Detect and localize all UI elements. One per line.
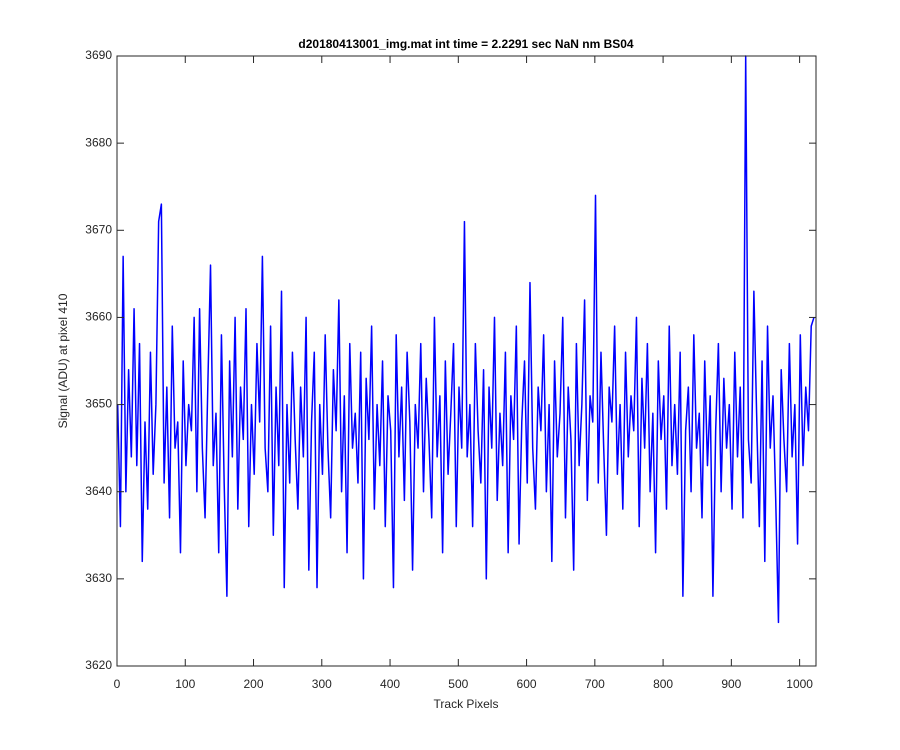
- y-tick-label: 3630: [85, 571, 112, 585]
- x-tick-label: 700: [585, 677, 605, 691]
- y-tick-label: 3650: [85, 397, 112, 411]
- y-tick-label: 3670: [85, 222, 112, 236]
- x-tick-label: 1000: [786, 677, 813, 691]
- y-tick-label: 3660: [85, 310, 112, 324]
- x-tick-label: 500: [448, 677, 468, 691]
- x-tick-label: 800: [653, 677, 673, 691]
- data-line: [116, 55, 815, 624]
- x-tick-label: 400: [380, 677, 400, 691]
- x-tick-label: 200: [244, 677, 264, 691]
- x-tick-label: 300: [312, 677, 332, 691]
- y-tick-label: 3620: [85, 658, 112, 672]
- x-axis-label: Track Pixels: [434, 697, 499, 711]
- x-tick-label: 100: [175, 677, 195, 691]
- x-tick-label: 0: [114, 677, 121, 691]
- y-tick-label: 3640: [85, 484, 112, 498]
- y-axis-label: Signal (ADU) at pixel 410: [56, 293, 70, 428]
- chart-title: d20180413001_img.mat int time = 2.2291 s…: [298, 37, 634, 51]
- y-tick-label: 3680: [85, 135, 112, 149]
- x-tick-label: 900: [721, 677, 741, 691]
- marks: [116, 55, 815, 624]
- y-tick-label: 3690: [85, 48, 112, 62]
- x-tick-label: 600: [517, 677, 537, 691]
- axes-box: [116, 55, 817, 667]
